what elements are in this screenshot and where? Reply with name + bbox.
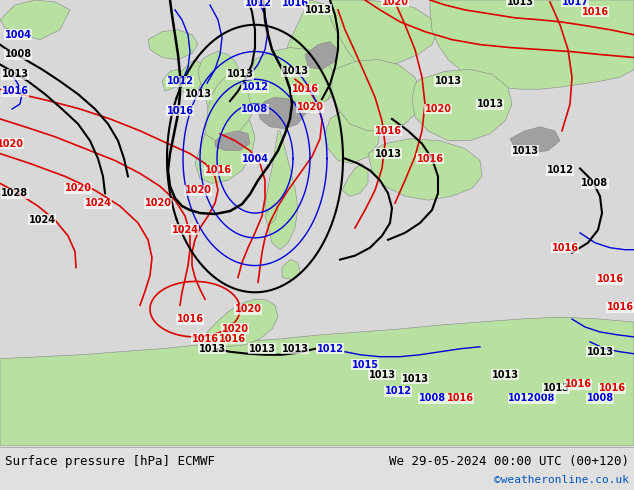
Text: 1013: 1013: [281, 344, 309, 354]
Text: 1020: 1020: [65, 183, 91, 193]
Text: 1020: 1020: [297, 102, 323, 112]
Text: 1016: 1016: [552, 243, 578, 253]
Text: We 29-05-2024 00:00 UTC (00+120): We 29-05-2024 00:00 UTC (00+120): [389, 455, 629, 468]
Polygon shape: [510, 127, 560, 153]
Polygon shape: [200, 299, 278, 347]
Polygon shape: [215, 131, 250, 150]
Polygon shape: [265, 131, 298, 250]
Polygon shape: [430, 0, 634, 89]
Text: 1012: 1012: [547, 166, 574, 175]
Text: 1008: 1008: [242, 104, 269, 114]
Text: 1016: 1016: [1, 86, 29, 96]
Text: 1004: 1004: [4, 30, 32, 40]
Text: 1016: 1016: [581, 7, 609, 17]
Text: 1013: 1013: [401, 373, 429, 384]
Text: 1013: 1013: [543, 384, 569, 393]
Text: 1008: 1008: [418, 393, 446, 403]
Text: 1016: 1016: [598, 384, 626, 393]
Polygon shape: [332, 59, 422, 131]
Text: 1020: 1020: [235, 304, 261, 314]
Polygon shape: [265, 203, 278, 226]
Text: 1012: 1012: [245, 0, 271, 8]
Polygon shape: [368, 139, 482, 200]
Polygon shape: [175, 59, 205, 94]
Text: 1012: 1012: [316, 344, 344, 354]
Text: 1013: 1013: [586, 347, 614, 357]
Text: 1016: 1016: [292, 84, 318, 94]
Polygon shape: [285, 0, 372, 104]
Polygon shape: [205, 70, 260, 141]
Text: 1008: 1008: [586, 393, 614, 403]
Text: 1012: 1012: [167, 76, 193, 86]
Text: 1016: 1016: [281, 0, 309, 8]
Polygon shape: [258, 97, 305, 129]
Text: 1016: 1016: [446, 393, 474, 403]
Text: 1020: 1020: [382, 0, 408, 7]
Text: 1013: 1013: [304, 5, 332, 15]
Text: 1020: 1020: [425, 104, 451, 114]
Text: 1013: 1013: [249, 344, 276, 354]
Text: 1016: 1016: [176, 314, 204, 324]
Polygon shape: [305, 42, 338, 70]
Text: 1008: 1008: [4, 49, 32, 59]
Polygon shape: [0, 317, 634, 446]
Text: ©weatheronline.co.uk: ©weatheronline.co.uk: [494, 475, 629, 485]
Text: 1013: 1013: [368, 369, 396, 380]
Text: 1016: 1016: [597, 274, 623, 284]
Text: 1016: 1016: [375, 126, 401, 136]
Polygon shape: [248, 48, 335, 121]
Polygon shape: [195, 109, 255, 183]
Text: 1012: 1012: [242, 82, 269, 92]
Text: 1013: 1013: [198, 344, 226, 354]
Polygon shape: [162, 70, 182, 91]
Text: 1004: 1004: [242, 153, 269, 164]
Text: 1016: 1016: [205, 166, 231, 175]
Text: 1020: 1020: [145, 198, 172, 208]
Text: 1020: 1020: [0, 139, 23, 148]
Text: 1013: 1013: [512, 146, 538, 156]
Text: 1013: 1013: [434, 76, 462, 86]
Polygon shape: [412, 70, 512, 141]
Text: 1013: 1013: [226, 69, 254, 79]
Text: 1028: 1028: [1, 188, 29, 198]
Text: 1012008: 1012008: [508, 393, 555, 403]
Text: 1013: 1013: [477, 99, 503, 109]
Text: 1013: 1013: [491, 369, 519, 380]
Text: 1016: 1016: [167, 106, 193, 116]
Text: 1024: 1024: [172, 225, 198, 235]
Text: 1013: 1013: [281, 66, 309, 76]
Text: 1013: 1013: [507, 0, 533, 7]
Text: 1013: 1013: [1, 69, 29, 79]
Text: 1016: 1016: [417, 153, 444, 164]
Text: 1015: 1015: [351, 360, 378, 369]
Polygon shape: [0, 0, 70, 40]
Text: 1016: 1016: [607, 302, 633, 312]
Polygon shape: [342, 164, 368, 196]
Polygon shape: [198, 51, 240, 117]
Text: 1016: 1016: [191, 334, 219, 344]
Text: 1024: 1024: [84, 198, 112, 208]
Text: 1020: 1020: [184, 185, 212, 195]
Polygon shape: [330, 0, 438, 72]
Polygon shape: [148, 30, 198, 59]
Polygon shape: [282, 260, 300, 279]
Text: 1020: 1020: [221, 324, 249, 334]
Text: 1012: 1012: [384, 387, 411, 396]
Text: 1016: 1016: [564, 379, 592, 390]
Text: 1013: 1013: [375, 148, 401, 159]
Text: 1017: 1017: [562, 0, 588, 7]
Polygon shape: [325, 107, 380, 164]
Text: 1024: 1024: [29, 215, 56, 225]
Text: 1008: 1008: [581, 178, 609, 188]
Text: 1013: 1013: [184, 89, 212, 99]
Text: 1016: 1016: [219, 334, 245, 344]
Text: Surface pressure [hPa] ECMWF: Surface pressure [hPa] ECMWF: [5, 455, 215, 468]
